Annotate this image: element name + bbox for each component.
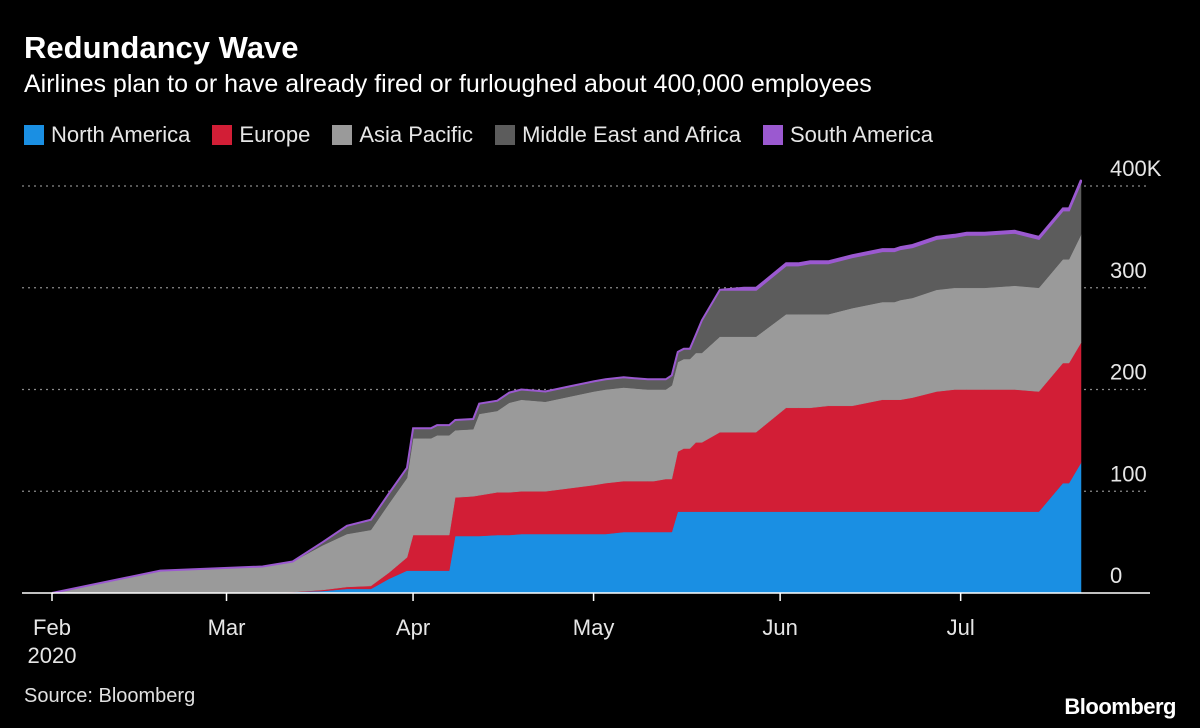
x-tick-label-jul: Jul [947,615,975,640]
legend-label-middle-east-africa: Middle East and Africa [522,122,741,147]
legend-swatch-south-america [762,125,783,145]
axis-layer: 0 100 200 300 400K Feb 2020 Mar Apr May Jun Jul [22,156,1162,668]
legend-label-north-america: North America [51,122,191,147]
y-tick-label-100: 100 [1110,461,1147,486]
x-tick-sublabel-year: 2020 [28,643,77,668]
y-tick-label-300: 300 [1110,258,1147,283]
legend-label-asia-pacific: Asia Pacific [359,122,474,147]
chart-subtitle: Airlines plan to or have already fired o… [24,70,872,98]
x-tick-label-feb: Feb [33,615,71,640]
legend-item-europe: Europe [212,122,310,148]
bloomberg-logo: Bloomberg [1064,694,1176,719]
legend: North America Europe Asia Pacific Middle… [24,122,955,148]
legend-item-south-america: South America [762,122,934,148]
legend-item-middle-east-africa: Middle East and Africa [495,122,741,148]
legend-item-asia-pacific: Asia Pacific [332,122,473,148]
x-tick-label-may: May [573,615,615,640]
area-south-america [51,179,1082,594]
y-tick-label-200: 200 [1110,360,1147,385]
legend-swatch-north-america [24,125,44,145]
legend-item-north-america: North America [24,122,190,148]
x-tick-label-mar: Mar [208,615,246,640]
area-layer [51,179,1082,594]
source-note: Source: Bloomberg [24,685,196,707]
legend-swatch-europe [212,125,233,145]
legend-label-south-america: South America [789,122,934,147]
y-tick-label-0: 0 [1110,563,1122,588]
legend-swatch-asia-pacific [332,125,353,145]
y-tick-label-400: 400K [1110,156,1162,181]
x-tick-label-apr: Apr [396,615,430,640]
chart-title: Redundancy Wave [24,30,299,65]
legend-label-europe: Europe [239,122,311,147]
x-tick-label-jun: Jun [762,615,797,640]
legend-swatch-middle-east-africa [495,125,516,145]
